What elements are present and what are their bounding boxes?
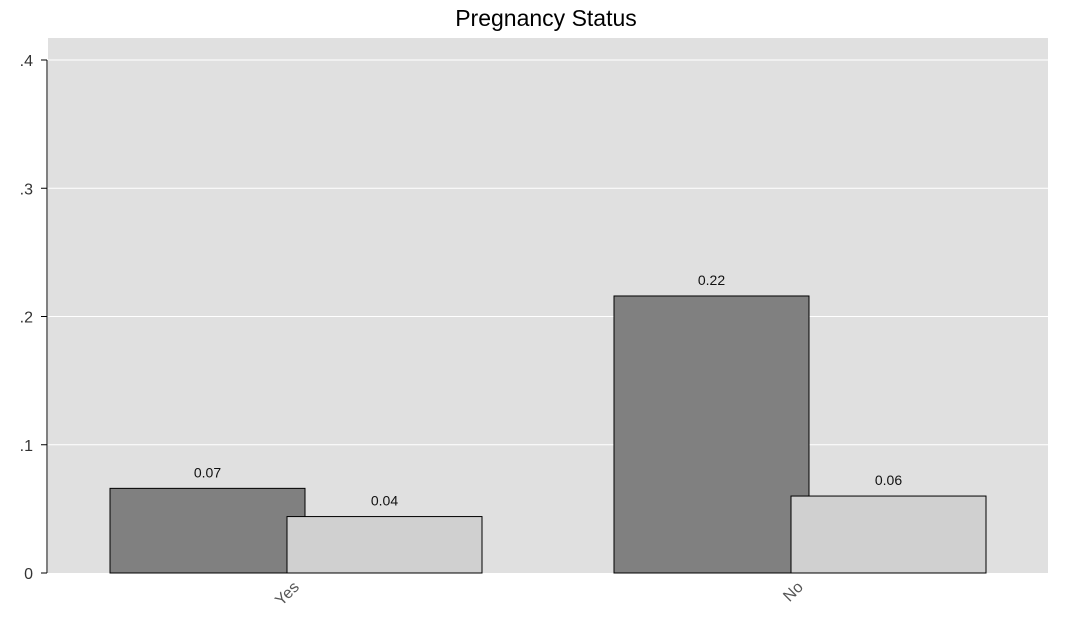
y-tick-label: .2 [20,310,33,327]
y-tick-label: .3 [20,181,33,198]
bar-yes-series-2 [286,516,483,574]
gridlines [48,59,1048,446]
data-label: 0.06 [875,472,902,488]
data-label: 0.04 [371,493,398,509]
y-tick-label: 0 [24,566,33,583]
data-labels: 0.07 0.04 0.22 0.06 [194,272,902,509]
y-axis: 0 .1 .2 .3 .4 [20,53,48,583]
x-category-label: No [780,579,807,606]
y-tick-label: .4 [20,53,33,70]
x-category-label: Yes [272,579,302,609]
x-axis: Yes No [272,579,807,610]
chart-title: Pregnancy Status [455,5,637,31]
bar-no-series-1 [613,295,810,574]
bar-no-series-2 [790,495,987,574]
bar-yes-series-1 [109,487,306,574]
plot-area [48,38,1048,573]
bars [109,295,987,574]
data-label: 0.07 [194,464,221,480]
y-tick-label: .1 [20,438,33,455]
data-label: 0.22 [698,272,725,288]
